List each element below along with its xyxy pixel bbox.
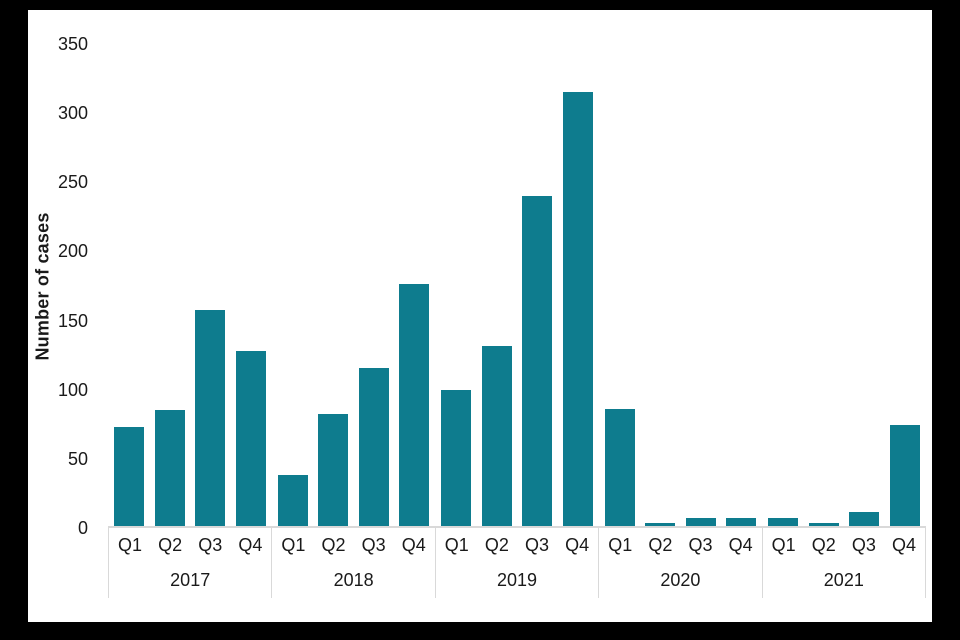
quarter-label: Q3 [361,534,386,555]
bar-2021-Q4 [889,425,920,526]
quarter-label: Q1 [444,534,469,555]
quarter-label: Q2 [321,534,346,555]
quarter-label-row: Q1 Q2 Q3 Q4 [272,528,434,562]
y-tick-label: 300 [57,103,88,124]
y-tick-label: 150 [57,310,88,331]
bar-2018-Q4 [399,283,430,526]
bar-2020-Q4 [726,517,757,526]
year-label-row: 2017 [109,562,271,598]
quarter-label-row: Q1 Q2 Q3 Q4 [109,528,271,562]
quarter-label: Q2 [484,534,509,555]
year-label-row: 2019 [436,562,598,598]
quarter-label: Q4 [238,534,263,555]
quarter-label: Q4 [565,534,590,555]
bar-2020-Q1 [604,408,635,526]
bar-2018-Q2 [318,414,349,526]
bar-2020-Q3 [685,517,716,526]
quarter-label-row: Q1 Q2 Q3 Q4 [599,528,761,562]
bar-group-2021 [762,44,926,526]
bar-group-2017 [108,44,272,526]
quarter-label: Q1 [771,534,796,555]
quarter-label: Q4 [891,534,916,555]
quarter-label: Q2 [158,534,183,555]
y-tick-label: 250 [57,172,88,193]
bar-group-2018 [272,44,436,526]
bar-2017-Q1 [114,426,144,526]
y-tick-label: 0 [77,518,88,538]
quarter-label: Q2 [811,534,836,555]
bar-2019-Q4 [562,92,593,526]
year-label: 2019 [496,569,538,590]
quarter-label: Q3 [198,534,223,555]
bar-2021-Q2 [808,523,839,526]
x-group-2021: Q1 Q2 Q3 Q4 2021 [761,528,927,598]
x-group-2018: Q1 Q2 Q3 Q4 2018 [271,528,434,598]
year-label: 2018 [333,569,374,590]
bar-group-2019 [435,44,599,526]
y-tick-label: 50 [67,448,88,469]
bar-2018-Q3 [358,367,389,526]
quarter-label: Q3 [688,534,713,555]
bar-2021-Q3 [849,512,880,526]
quarter-label: Q4 [728,534,753,555]
x-axis-labels: Q1 Q2 Q3 Q4 2017 Q1 Q2 Q3 Q4 2018 Q1 Q2 Q3 Q4 2019 Q1 Q2… [108,528,927,598]
chart-panel: Number of cases 0 50 100 150 200 250 300 350 Q1… [28,10,932,622]
year-label: 2017 [170,569,211,590]
y-tick-label: 350 [57,34,88,54]
bar-2017-Q2 [154,410,185,526]
bar-2018-Q1 [277,475,308,526]
bar-2019-Q1 [441,389,472,526]
bar-2019-Q2 [481,345,512,526]
quarter-label: Q4 [401,534,426,555]
quarter-label: Q3 [525,534,550,555]
plot-area [108,44,926,528]
year-label: 2020 [660,569,701,590]
bar-2017-Q3 [195,309,226,526]
bar-2020-Q2 [645,523,676,526]
bar-2021-Q1 [768,517,799,526]
x-group-2020: Q1 Q2 Q3 Q4 2020 [598,528,761,598]
quarter-label-row: Q1 Q2 Q3 Q4 [763,528,925,562]
x-group-2017: Q1 Q2 Q3 Q4 2017 [108,528,271,598]
year-label-row: 2018 [272,562,434,598]
year-label: 2021 [823,569,864,590]
bar-2019-Q3 [522,195,553,526]
bar-2017-Q4 [235,351,266,526]
x-group-2019: Q1 Q2 Q3 Q4 2019 [434,528,598,598]
quarter-label: Q3 [851,534,876,555]
year-label-row: 2020 [599,562,761,598]
quarter-label-row: Q1 Q2 Q3 Q4 [436,528,598,562]
year-label-row: 2021 [763,562,925,598]
quarter-label: Q1 [117,534,142,555]
y-axis-ticks: 0 50 100 150 200 250 300 350 [28,35,100,537]
quarter-label: Q1 [608,534,633,555]
quarter-label: Q1 [281,534,306,555]
y-tick-label: 100 [57,379,88,400]
bar-group-2020 [599,44,763,526]
quarter-label: Q2 [648,534,673,555]
y-tick-label: 200 [57,241,88,262]
